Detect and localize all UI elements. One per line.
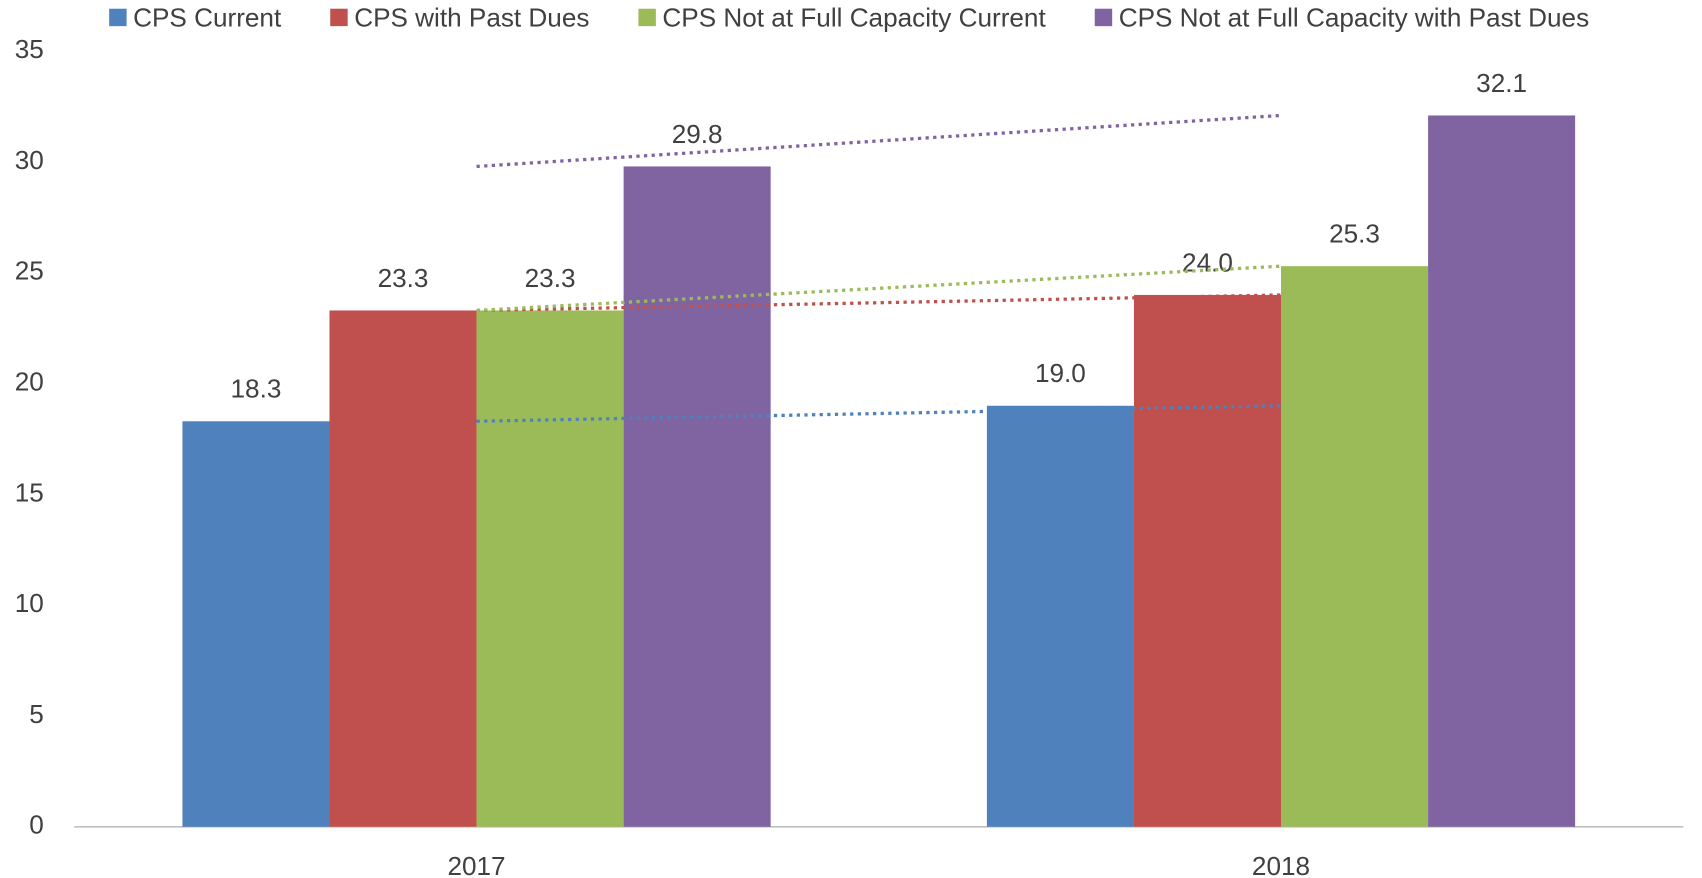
legend-swatch <box>330 8 348 27</box>
data-label: 23.3 <box>525 263 576 293</box>
bar <box>182 421 330 827</box>
y-tick-label: 5 <box>29 699 44 729</box>
legend-swatch <box>109 8 127 27</box>
y-tick-label: 0 <box>29 810 44 840</box>
data-label: 29.8 <box>672 119 723 149</box>
y-tick-label: 10 <box>15 588 44 618</box>
bar <box>623 166 771 827</box>
data-label: 18.3 <box>231 374 282 404</box>
y-tick-label: 15 <box>15 477 44 507</box>
bar <box>1428 115 1576 827</box>
x-tick-label: 2018 <box>1252 851 1310 878</box>
y-tick-label: 35 <box>15 34 44 64</box>
data-label: 25.3 <box>1329 219 1380 249</box>
legend-label: CPS Not at Full Capacity Current <box>662 3 1046 33</box>
data-label: 23.3 <box>378 263 429 293</box>
legend-swatch <box>1094 8 1113 27</box>
data-label: 19.0 <box>1035 358 1086 388</box>
y-tick-label: 25 <box>15 256 44 286</box>
bar <box>476 310 624 827</box>
y-tick-label: 20 <box>15 367 44 397</box>
trendline <box>476 264 1282 313</box>
data-label: 32.1 <box>1476 68 1527 98</box>
bar <box>1133 294 1282 827</box>
bar <box>986 405 1134 827</box>
y-tick-label: 30 <box>15 145 44 175</box>
legend-label: CPS Current <box>133 3 282 33</box>
bar <box>1281 266 1429 827</box>
bar <box>329 310 477 827</box>
legend-label: CPS with Past Dues <box>354 3 589 33</box>
data-label: 24.0 <box>1182 247 1233 277</box>
x-tick-label: 2017 <box>447 851 505 878</box>
legend-label: CPS Not at Full Capacity with Past Dues <box>1119 3 1589 33</box>
trendline <box>476 113 1282 169</box>
legend-swatch <box>638 8 656 27</box>
